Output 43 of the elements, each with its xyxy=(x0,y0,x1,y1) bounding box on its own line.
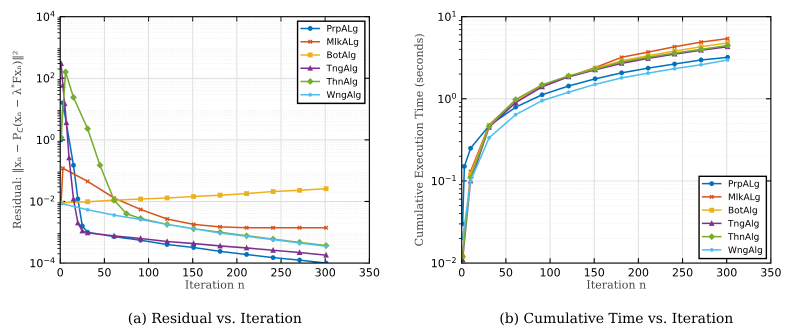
y-tick-label: 10$^{−2}$ xyxy=(30,196,54,206)
legend-label: MlkALg xyxy=(327,38,358,47)
y-tick-label: 10$^{0}$ xyxy=(438,92,456,104)
y-tick-label: 10$^{−4}$ xyxy=(30,257,55,268)
x-tick-label: 300 xyxy=(716,268,737,277)
x-axis-title: Iteration n xyxy=(185,280,244,289)
legend-label: BotAlg xyxy=(728,206,757,216)
x-tick-label: 50 xyxy=(98,268,111,277)
legend-label: BotAlg xyxy=(327,51,356,60)
legend-label: ThnAlg xyxy=(326,78,358,87)
y-tick-label: 10$^{2}$ xyxy=(37,72,54,83)
legend-label: ThnAlg xyxy=(728,232,759,242)
x-axis-title: Iteration n xyxy=(586,280,646,289)
y-tick-label: 10$^{−1}$ xyxy=(432,175,456,186)
legend-label: WngAlg xyxy=(728,246,762,255)
x-tick-label: 300 xyxy=(315,268,336,277)
x-tick-label: 250 xyxy=(271,268,291,277)
y-tick-label: 10$^{0}$ xyxy=(37,134,54,144)
legend-label: PrpALg xyxy=(327,25,358,34)
x-tick-label: 0 xyxy=(458,268,465,277)
x-tick-label: 250 xyxy=(672,268,692,277)
x-tick-label: 200 xyxy=(628,268,648,277)
legend-label: PrpALg xyxy=(728,180,759,189)
legend-label: WngAlg xyxy=(326,91,360,100)
x-tick-label: 50 xyxy=(500,268,512,277)
y-axis-title: Cumulative Execution Time (seconds) xyxy=(414,34,425,246)
x-tick-label: 350 xyxy=(360,268,380,277)
legend-label: TngAlg xyxy=(326,64,358,74)
y-tick-label: 10$^{1}$ xyxy=(438,10,456,21)
y-tick-label: 10$^{4}$ xyxy=(37,10,55,21)
x-tick-label: 0 xyxy=(57,268,64,277)
y-axis-title: Residual: ‖xₙ − P$_{C}$(xₙ − λ$^{*}$Fxₙ)‖² xyxy=(10,51,24,229)
text: (b) Cumulative Time vs. Iteration xyxy=(500,312,733,326)
legend-label: MlkALg xyxy=(728,193,760,202)
text: (a) Residual vs. Iteration xyxy=(128,312,302,326)
legend-label: TngAlg xyxy=(728,220,759,228)
x-tick-label: 150 xyxy=(584,268,604,277)
x-tick-label: 350 xyxy=(761,268,781,277)
x-tick-label: 100 xyxy=(540,268,560,277)
x-tick-label: 200 xyxy=(227,268,247,277)
x-tick-label: 150 xyxy=(183,268,203,277)
x-tick-label: 100 xyxy=(139,268,158,277)
y-tick-label: 10$^{−2}$ xyxy=(432,257,456,268)
